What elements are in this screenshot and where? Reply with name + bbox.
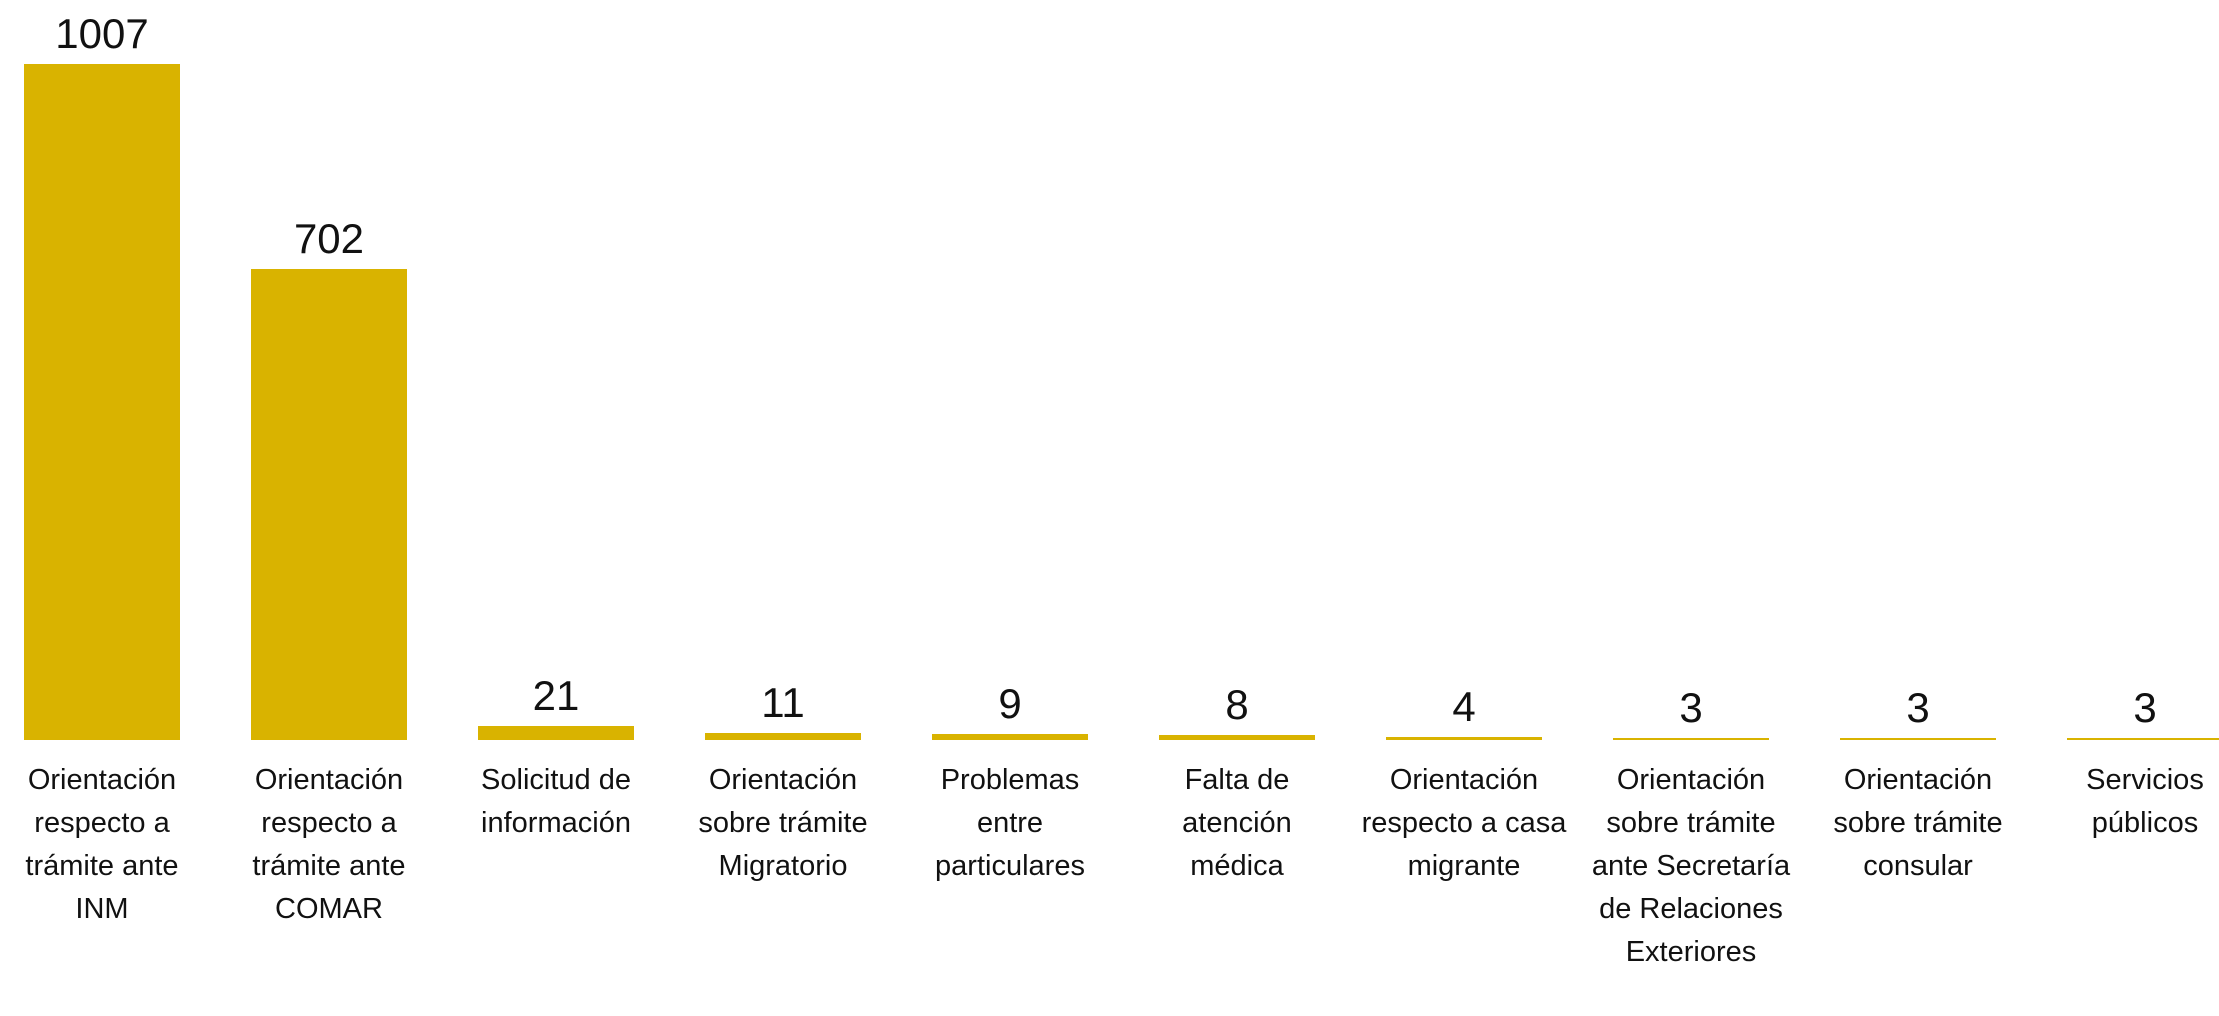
value-label: 3 — [1906, 683, 1930, 731]
category-label: Orientación sobre trámite ante Secretarí… — [1591, 764, 1791, 968]
category-label: Orientación respecto a trámite ante INM — [25, 764, 179, 925]
value-label: 3 — [1679, 683, 1703, 731]
value-label: 702 — [293, 214, 365, 262]
bar — [24, 64, 180, 740]
value-label: 4 — [1452, 683, 1476, 731]
value-label: 1007 — [55, 10, 149, 57]
value-label: 21 — [532, 671, 580, 719]
category-label: Falta de atención médica — [1182, 764, 1292, 882]
value-label: 3 — [2133, 683, 2157, 731]
value-label: 8 — [1225, 680, 1249, 728]
bar — [251, 268, 407, 740]
bar — [1840, 737, 1996, 740]
bar — [478, 725, 634, 740]
bar — [1386, 737, 1542, 740]
bar — [1613, 737, 1769, 740]
category-label: Solicitud de información — [481, 764, 631, 839]
value-label: 11 — [761, 678, 805, 726]
category-label: Orientación respecto a casa migrante — [1361, 764, 1567, 882]
category-label: Servicios públicos — [2086, 764, 2204, 839]
category-label: Orientación sobre trámite consular — [1833, 764, 2003, 882]
value-label: 9 — [998, 679, 1022, 727]
bar — [705, 732, 861, 740]
bar — [932, 733, 1088, 740]
category-label: Orientación respecto a trámite ante COMA… — [252, 764, 406, 925]
bar — [1159, 734, 1315, 740]
category-label: Problemas entre particulares — [935, 764, 1085, 882]
category-label: Orientación sobre trámite Migratorio — [698, 764, 868, 882]
bar — [2067, 737, 2219, 740]
